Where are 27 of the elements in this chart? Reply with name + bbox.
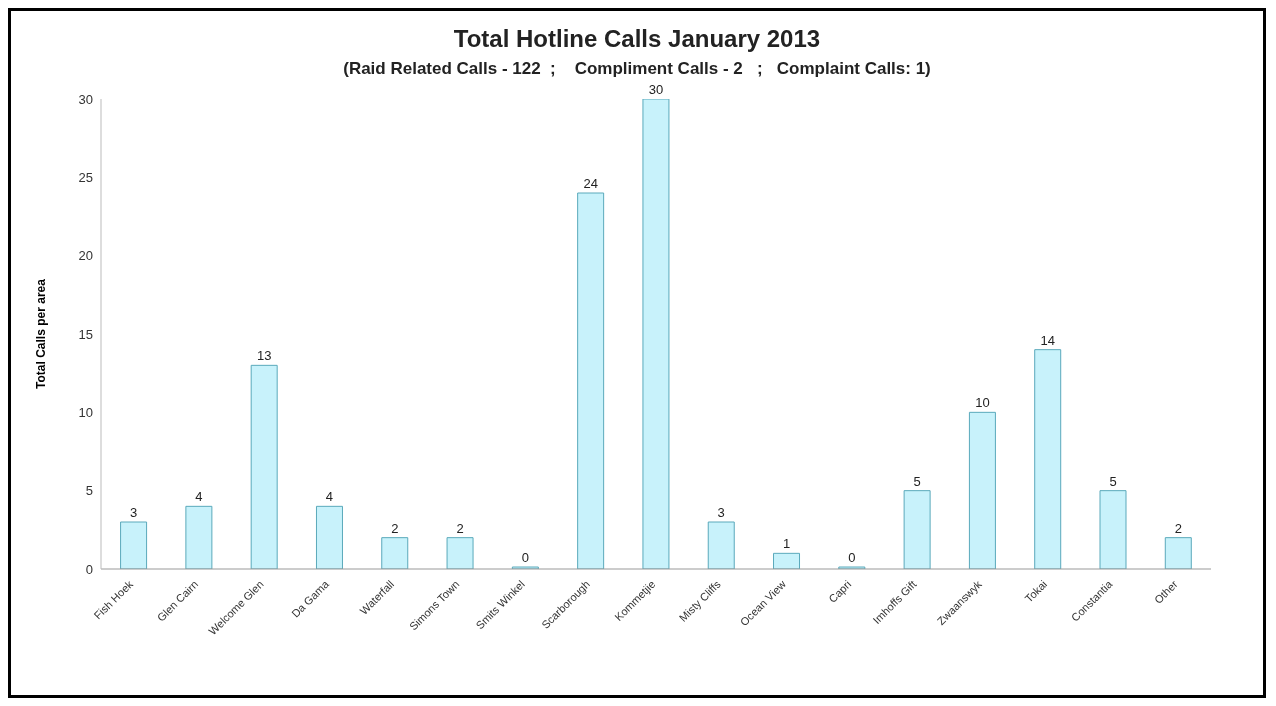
data-label: 13 [256, 348, 272, 364]
y-tick-label: 5 [85, 483, 93, 499]
data-label: 3 [129, 505, 138, 520]
y-tick-label: 30 [78, 91, 93, 107]
data-label: 30 [648, 82, 664, 97]
data-label: 2 [391, 520, 399, 536]
chart-subtitle: (Raid Related Calls - 122 ; Compliment Calls - 2 ; Complaint Calls: 1) [342, 59, 932, 79]
data-label: 2 [456, 520, 464, 536]
y-tick-label: 0 [85, 561, 93, 577]
data-label: 3 [717, 505, 725, 520]
data-label: 0 [521, 550, 529, 565]
data-label: 2 [1174, 520, 1182, 536]
data-label: 5 [913, 473, 921, 489]
data-label: 1 [782, 536, 791, 552]
y-tick-label: 15 [78, 326, 93, 342]
data-label: 0 [848, 550, 856, 565]
y-tick-label: 25 [78, 169, 93, 185]
chart-title: Total Hotline Calls January 2013 [452, 25, 822, 53]
data-label: 14 [1040, 332, 1055, 348]
data-label: 10 [975, 395, 990, 411]
data-label: 4 [195, 489, 203, 505]
data-label: 5 [1109, 473, 1117, 489]
y-tick-label: 20 [78, 248, 93, 264]
data-label: 4 [325, 489, 334, 505]
data-label: 24 [583, 176, 598, 191]
y-tick-label: 10 [78, 404, 93, 420]
y-axis-title: Total Calls per area [34, 278, 49, 389]
